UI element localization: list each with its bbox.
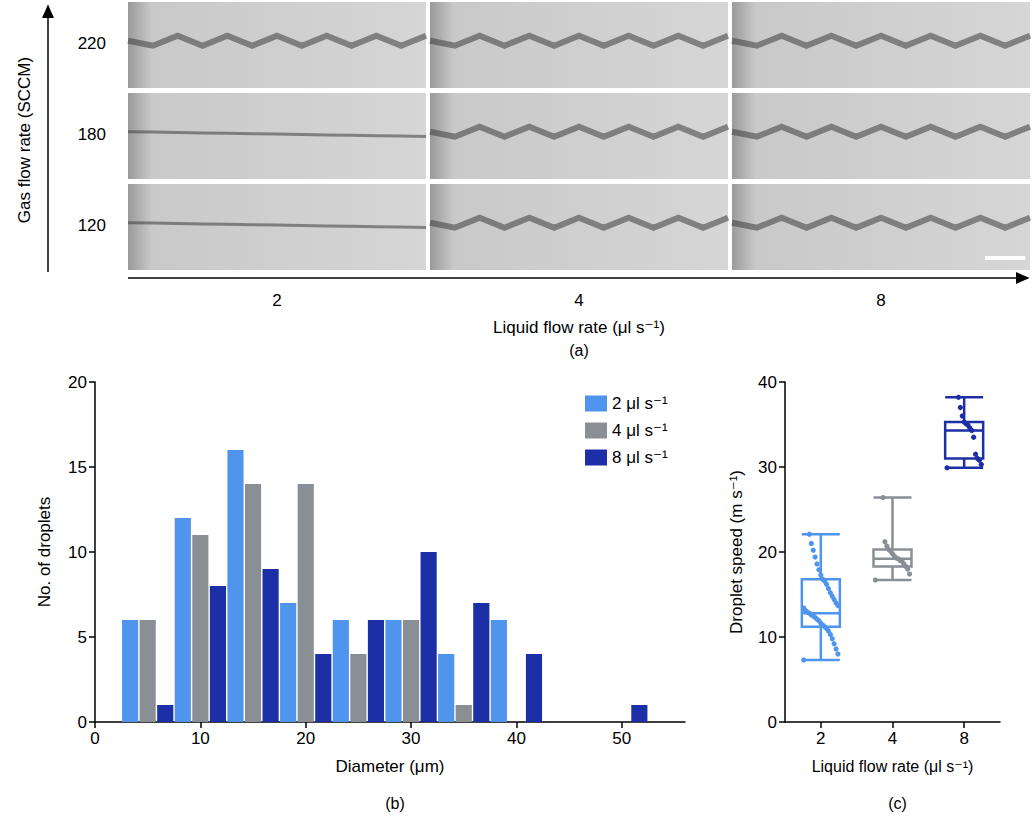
svg-text:8: 8 [876,291,885,310]
svg-text:50: 50 [612,729,631,748]
svg-text:Gas flow rate (SCCM): Gas flow rate (SCCM) [15,57,34,223]
svg-text:5: 5 [78,628,87,647]
svg-text:10: 10 [191,729,210,748]
svg-text:30: 30 [758,458,777,477]
svg-text:220: 220 [78,34,106,53]
svg-text:4: 4 [574,291,583,310]
svg-text:10: 10 [758,628,777,647]
svg-text:15: 15 [68,458,87,477]
svg-text:No. of droplets: No. of droplets [35,497,54,608]
svg-text:40: 40 [758,373,777,392]
svg-text:Liquid flow rate (μl s⁻¹): Liquid flow rate (μl s⁻¹) [493,318,665,337]
svg-text:20: 20 [68,373,87,392]
svg-text:(a): (a) [569,342,589,359]
svg-text:30: 30 [402,729,421,748]
svg-text:4: 4 [888,729,897,748]
svg-text:Diameter (μm): Diameter (μm) [336,757,445,776]
svg-text:(c): (c) [888,795,907,812]
svg-text:10: 10 [68,543,87,562]
svg-text:20: 20 [758,543,777,562]
svg-text:0: 0 [768,713,777,732]
svg-text:8: 8 [959,729,968,748]
svg-text:4 μl s⁻¹: 4 μl s⁻¹ [612,421,668,440]
svg-text:(b): (b) [385,795,405,812]
svg-text:2: 2 [816,729,825,748]
svg-text:0: 0 [90,729,99,748]
svg-text:Liquid flow rate (μl s⁻¹): Liquid flow rate (μl s⁻¹) [812,758,974,775]
svg-text:120: 120 [78,216,106,235]
svg-text:2 μl s⁻¹: 2 μl s⁻¹ [612,394,668,413]
svg-text:0: 0 [78,713,87,732]
svg-text:2: 2 [272,291,281,310]
svg-text:40: 40 [507,729,526,748]
svg-text:8 μl s⁻¹: 8 μl s⁻¹ [612,448,668,467]
svg-text:Droplet speed (m s⁻¹): Droplet speed (m s⁻¹) [727,470,746,634]
svg-text:180: 180 [78,125,106,144]
svg-text:20: 20 [296,729,315,748]
